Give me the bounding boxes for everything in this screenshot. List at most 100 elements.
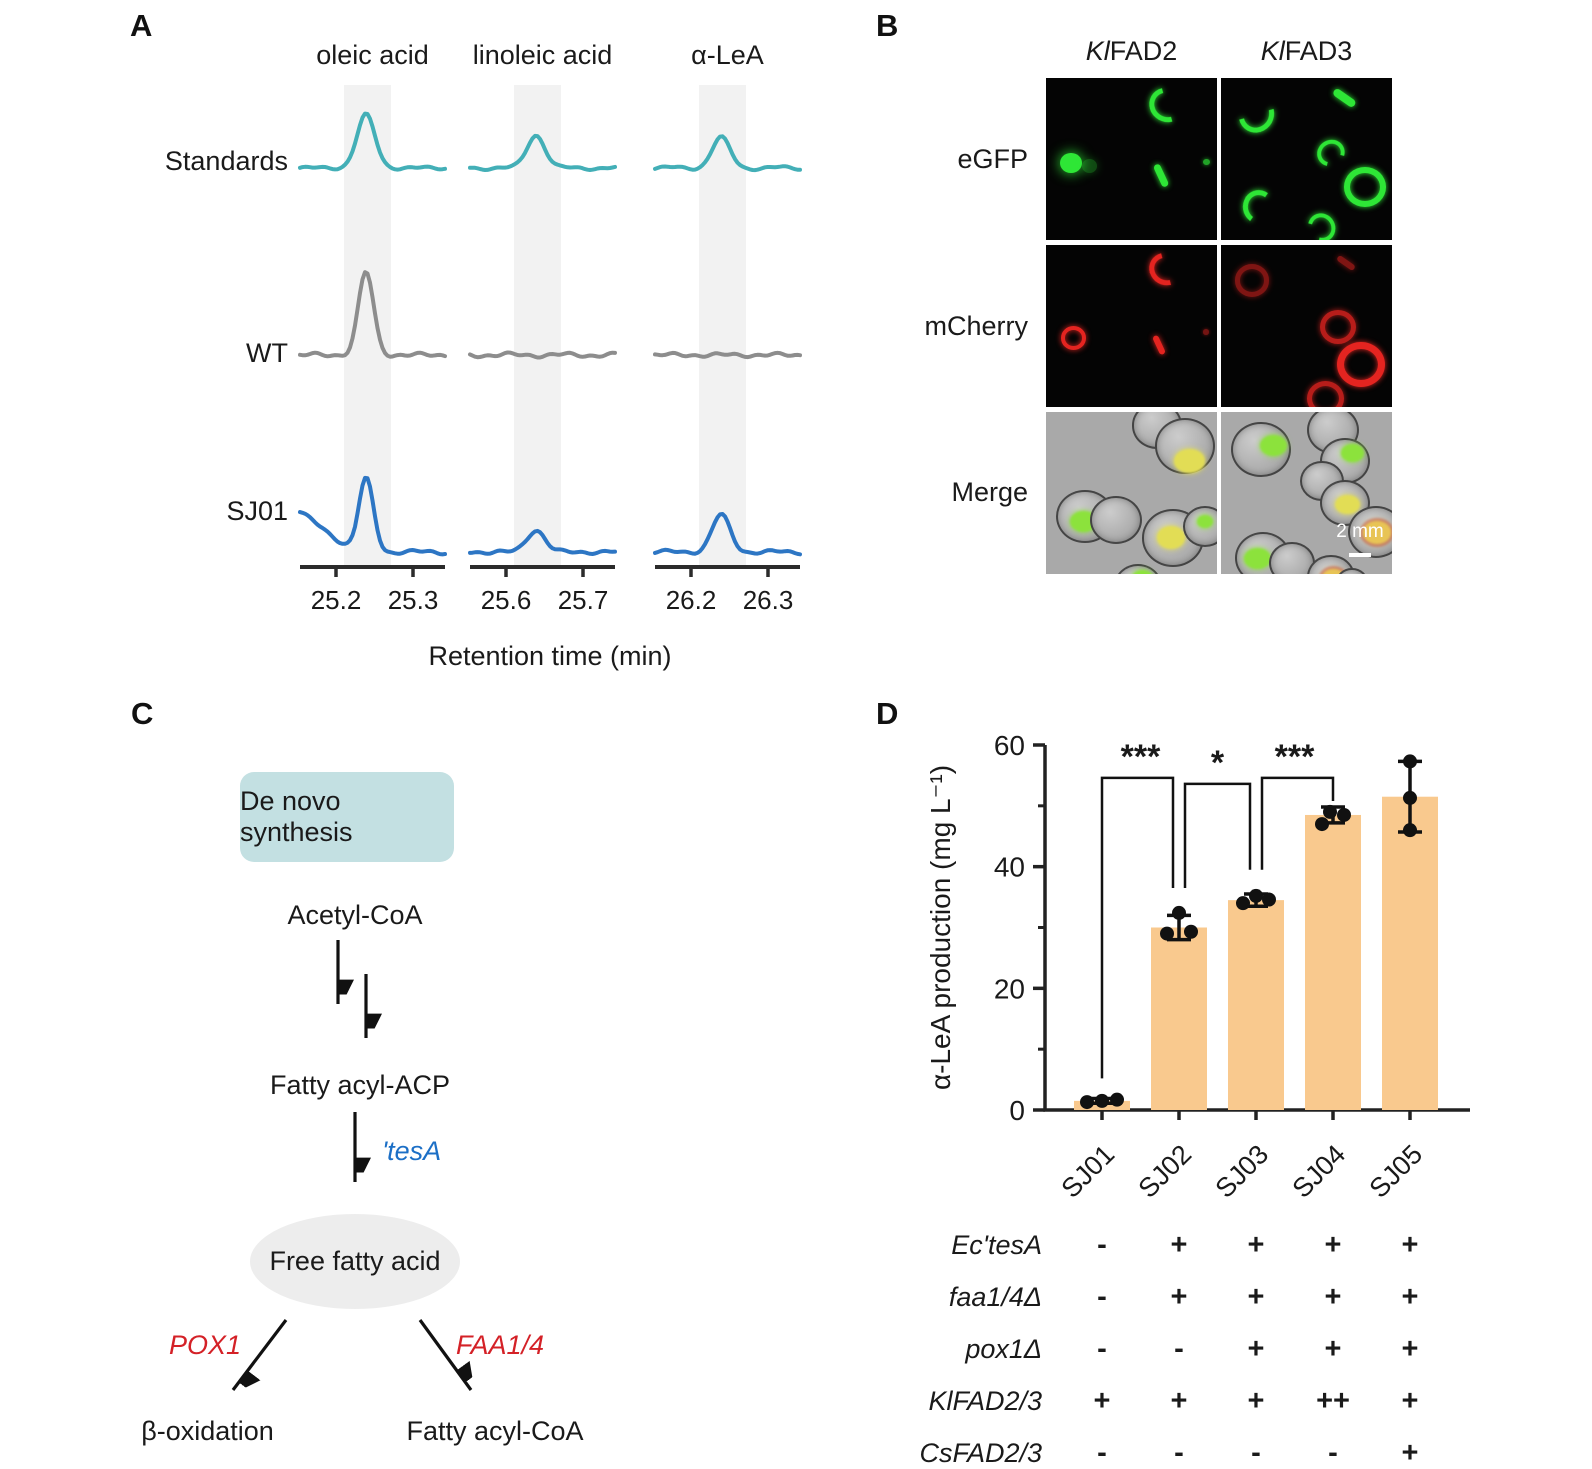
chromatogram-line: [653, 350, 802, 360]
data-point: [1403, 823, 1417, 838]
chromatogram-column-2: 25.6 25.7: [468, 85, 617, 650]
y-axis-title: α-LeA production (mg L⁻¹): [925, 765, 956, 1090]
node-fatty-acyl-acp: Fatty acyl-ACP: [269, 1070, 451, 1100]
genotype-value: +: [1401, 1333, 1419, 1365]
fluorescent-dot: [1081, 159, 1097, 173]
mini-x-axis: [300, 565, 445, 577]
genotype-row-label: CsFAD2/3: [919, 1438, 1042, 1468]
chromatogram-line: [298, 270, 447, 359]
panel-b-label: B: [876, 8, 899, 43]
fluorescent-ring: [1344, 167, 1387, 207]
data-point: [1095, 1093, 1109, 1108]
node-fatty-acyl-coa: Fatty acyl-CoA: [406, 1416, 584, 1446]
tick-label: 25.6: [480, 585, 532, 615]
genotype-value: +: [1401, 1437, 1419, 1469]
fluorescence-mark-green: [1340, 444, 1364, 463]
enzyme-faa14-label: FAA1/4: [455, 1330, 545, 1360]
genotype-value: -: [1328, 1437, 1338, 1469]
fluorescent-crescent: [1142, 246, 1189, 292]
fluorescence-mark-green: [1260, 435, 1288, 457]
row-label-egfp: eGFP: [957, 144, 1028, 174]
y-tick-label: 20: [994, 973, 1025, 1004]
chromatogram-line: [298, 475, 447, 557]
x-category-label: SJ01: [1056, 1139, 1121, 1204]
genotype-value: +: [1093, 1385, 1111, 1417]
micrograph-merge-klfad2: [1046, 412, 1217, 574]
scale-bar-label: 2 mm: [1336, 521, 1384, 542]
x-category-label: SJ04: [1287, 1139, 1352, 1204]
chromatogram-line: [653, 134, 802, 173]
column-title-klfad2: KlFAD2: [1046, 36, 1217, 67]
fluorescent-line: [1152, 163, 1169, 188]
tick-label: 25.3: [387, 585, 439, 615]
data-point: [1184, 924, 1198, 939]
genotype-value: -: [1097, 1437, 1107, 1469]
column-title-oleic-acid: oleic acid: [316, 40, 429, 70]
micrograph-mcherry-klfad2: [1046, 245, 1217, 407]
data-point: [1403, 790, 1417, 805]
bar-SJ04: [1305, 814, 1361, 1110]
fluorescence-mark-yellow: [1335, 494, 1361, 515]
chromatogram-line: [653, 512, 802, 557]
microscopy-grid: [1046, 78, 1392, 574]
fluorescent-line: [1151, 334, 1166, 356]
genotype-value: +: [1324, 1229, 1342, 1261]
y-tick-label: 0: [1009, 1095, 1025, 1126]
genotype-value: +: [1170, 1229, 1188, 1261]
yeast-cell: [1155, 418, 1216, 474]
genotype-row-label: pox1Δ: [965, 1334, 1042, 1364]
significance-stars: *: [1211, 744, 1225, 782]
trace-standards-col1: [298, 111, 447, 172]
significance-bracket: [1260, 776, 1335, 870]
fluorescence-mark-yellowred: [1321, 568, 1346, 574]
scale-bar: [1349, 553, 1371, 557]
data-point: [1160, 926, 1174, 941]
tick-label: 25.2: [310, 585, 362, 615]
trace-sj01-col3: [653, 512, 802, 557]
mini-x-axis: [470, 565, 615, 577]
trace-label-sj01: SJ01: [226, 496, 288, 526]
node-free-fatty-acid: Free fatty acid: [250, 1214, 460, 1309]
fluorescence-mark-yellow: [1174, 448, 1205, 473]
micrograph-merge-klfad3: [1221, 412, 1392, 574]
genotype-value: +: [1324, 1333, 1342, 1365]
fluorescent-crescent: [1239, 187, 1278, 227]
species-prefix: Kl: [1085, 36, 1110, 66]
fluorescent-ring: [1234, 264, 1269, 297]
genotype-row-label: faa1/4Δ: [948, 1282, 1042, 1312]
y-tick-label: 40: [994, 852, 1025, 883]
genotype-value: +: [1324, 1281, 1342, 1313]
genotype-value: +: [1247, 1385, 1265, 1417]
de-novo-synthesis-box: De novo synthesis: [240, 772, 454, 862]
genotype-value: +: [1247, 1229, 1265, 1261]
panel-c-label: C: [131, 696, 154, 731]
fluorescence-mark-green: [1131, 570, 1154, 574]
fluorescent-dot: [1203, 159, 1211, 166]
fluorescence-mark-green: [1196, 515, 1213, 528]
significance-bracket: [1100, 776, 1175, 1079]
data-point: [1236, 896, 1250, 911]
bar-SJ03: [1228, 900, 1284, 1110]
fluorescence-mark-yellowred: [1362, 521, 1392, 544]
trace-wt-col1: [298, 270, 447, 359]
chromatogram-line: [468, 528, 617, 556]
data-point: [1172, 905, 1186, 920]
retention-highlight-band: [344, 85, 391, 567]
tick-label: 25.7: [557, 585, 609, 615]
fluorescent-crescent: [1232, 90, 1281, 140]
significance-bracket: [1183, 782, 1252, 888]
yeast-cell: [1090, 496, 1143, 545]
column-title-alpha-lea: α-LeA: [691, 40, 764, 70]
chromatogram-column-3: 26.2 26.3: [653, 85, 802, 650]
node-acetyl-coa: Acetyl-CoA: [287, 900, 423, 930]
fluorescence-mark-yellow: [1156, 526, 1186, 549]
y-tick-label: 60: [994, 730, 1025, 761]
genotype-value: -: [1251, 1437, 1261, 1469]
x-category-label: SJ03: [1210, 1139, 1275, 1204]
bar-SJ02: [1151, 927, 1207, 1110]
data-point: [1403, 754, 1417, 769]
fluorescent-line: [1335, 254, 1356, 271]
genotype-value: -: [1097, 1281, 1107, 1313]
micrograph-mcherry-klfad3: [1221, 245, 1392, 407]
column-title-klfad3: KlFAD3: [1221, 36, 1392, 67]
